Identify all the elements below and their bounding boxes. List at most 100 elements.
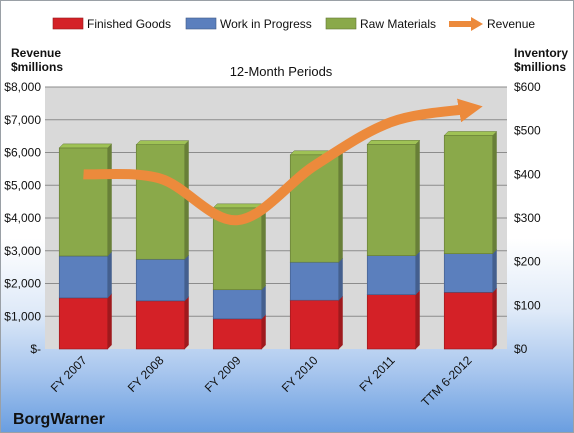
left-tick-label: $8,000 [4, 80, 41, 94]
left-axis-title-line2: $millions [11, 60, 63, 74]
right-axis-ticks: $0 $100 $200 $300 $400 $500 $600 [514, 80, 541, 356]
bar-face [135, 258, 186, 302]
bar-face [212, 289, 263, 320]
x-tick-label: FY 2008 [125, 353, 167, 395]
legend-label: Finished Goods [87, 17, 171, 31]
legend-swatch [185, 17, 217, 30]
bar-segment [58, 143, 113, 257]
bar-side [261, 203, 266, 290]
left-tick-label: $3,000 [4, 244, 41, 258]
bar-side [338, 296, 343, 349]
bar-side [415, 290, 420, 349]
bar-face [443, 135, 494, 254]
right-tick-label: $0 [514, 342, 528, 356]
bar-segment [289, 257, 344, 301]
chart-subtitle: 12-Month Periods [230, 64, 333, 79]
legend-label: Work in Progress [220, 17, 312, 31]
right-tick-label: $500 [514, 124, 541, 138]
x-tick-label: FY 2009 [202, 353, 244, 395]
bar-face [366, 144, 417, 256]
bar-top [443, 131, 498, 136]
right-axis-title-line1: Inventory [514, 46, 568, 60]
left-tick-label: $7,000 [4, 113, 41, 127]
bar-face [443, 292, 494, 350]
bar-segment [58, 293, 113, 350]
bar-side [261, 314, 266, 349]
legend-swatch [325, 17, 357, 30]
bar-top [58, 143, 113, 149]
left-tick-label: $2,000 [4, 277, 41, 291]
x-tick-label: FY 2011 [356, 353, 397, 394]
bar-side [184, 255, 189, 301]
bar-face [58, 255, 109, 299]
bar-segment [135, 140, 190, 260]
legend-item: Work in Progress [185, 17, 312, 31]
x-tick-label: FY 2010 [279, 353, 321, 395]
bar-side [338, 150, 343, 263]
bar-side [492, 288, 497, 349]
bar-face [289, 299, 340, 350]
legend: Finished Goods Work in Progress Raw Materi… [52, 17, 535, 31]
brand-label: BorgWarner [13, 411, 105, 428]
left-tick-label: $1,000 [4, 309, 41, 323]
bar-side [107, 251, 112, 298]
bar-segment [58, 251, 113, 299]
right-tick-label: $100 [514, 298, 541, 312]
revenue-line [83, 98, 483, 226]
bar-top [135, 140, 190, 145]
bar-segment [135, 255, 190, 302]
left-axis-title-line1: Revenue [11, 46, 61, 60]
left-tick-label: $- [30, 342, 41, 356]
x-tick-label: FY 2007 [48, 353, 90, 395]
revenue-line-group [83, 98, 483, 226]
bar-face [366, 255, 417, 295]
right-tick-label: $400 [514, 167, 541, 181]
bar-segment [289, 295, 344, 350]
bar-side [261, 285, 266, 319]
bar-side [338, 258, 343, 301]
legend-item: Finished Goods [52, 17, 171, 31]
x-tick-label: TTM 6-2012 [419, 353, 475, 409]
bar-face [366, 294, 417, 350]
right-tick-label: $300 [514, 211, 541, 225]
bar-side [415, 251, 420, 295]
legend-item: Raw Materials [325, 17, 436, 31]
bar-side [492, 131, 497, 254]
bar-segment [366, 140, 421, 256]
gridlines [45, 86, 507, 317]
bar-side [492, 249, 497, 293]
bar-segment [212, 285, 267, 320]
bar-face [58, 297, 109, 350]
legend-swatch [52, 17, 84, 30]
bar-segment [443, 249, 498, 293]
bar-segment [212, 314, 267, 350]
bar-face [212, 318, 263, 350]
bar-face [443, 253, 494, 293]
bar-segment [366, 290, 421, 350]
bar-side [184, 296, 189, 349]
bar-top [366, 140, 421, 145]
bar-segment [366, 251, 421, 295]
legend-item: Revenue [449, 17, 535, 31]
bar-side [107, 293, 112, 349]
bar-segment [135, 296, 190, 350]
x-axis-ticks: FY 2007 FY 2008 FY 2009 FY 2010 FY 2011 TTM 6… [48, 353, 475, 409]
bar-face [135, 300, 186, 350]
bar-side [107, 143, 112, 256]
bars [58, 131, 498, 350]
left-tick-label: $4,000 [4, 211, 41, 225]
legend-label: Raw Materials [360, 17, 436, 31]
bar-side [415, 140, 420, 256]
left-axis-ticks: $- $1,000 $2,000 $3,000 $4,000 $5,000 $6,000 $7… [4, 80, 41, 356]
bar-face [289, 261, 340, 301]
bar-segment [443, 131, 498, 254]
right-axis-title-line2: $millions [514, 60, 566, 74]
legend-arrow [471, 17, 483, 31]
bar-segment [443, 288, 498, 350]
right-tick-label: $200 [514, 255, 541, 269]
legend-label: Revenue [487, 17, 535, 31]
bar-face [58, 147, 109, 257]
left-tick-label: $5,000 [4, 178, 41, 192]
